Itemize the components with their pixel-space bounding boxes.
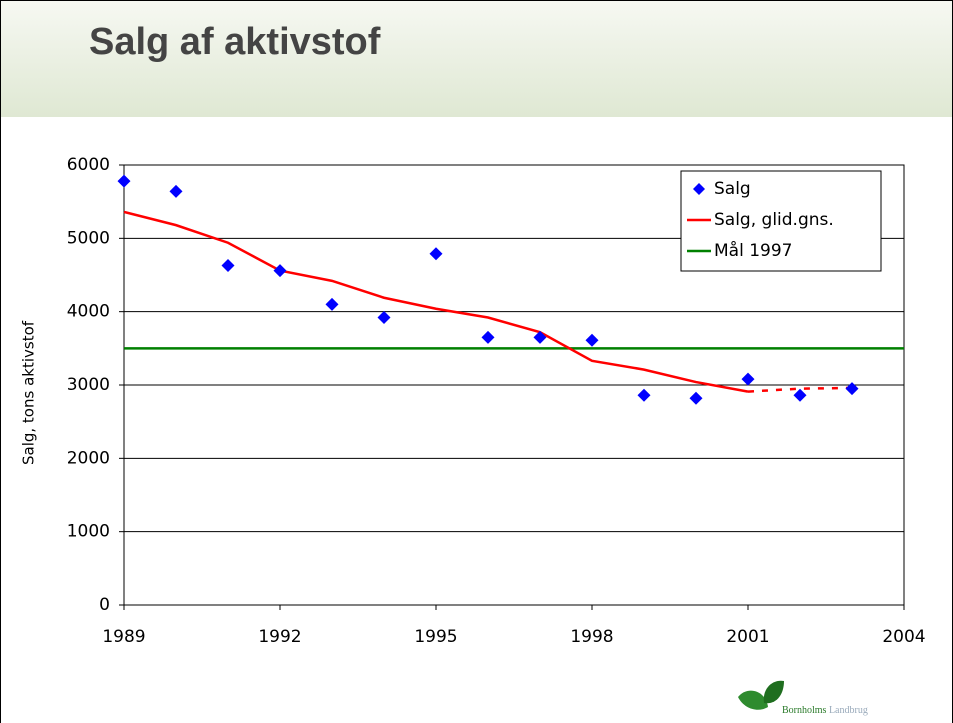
y-tick-label: 3000 (67, 375, 110, 395)
data-point (273, 264, 287, 278)
data-point (689, 391, 703, 405)
legend-label: Salg (714, 179, 751, 199)
y-tick-label: 1000 (67, 522, 110, 542)
data-point (117, 174, 131, 188)
legend-label: Mål 1997 (714, 240, 792, 261)
data-point (533, 330, 547, 344)
data-point (637, 388, 651, 402)
logo-text: Bornholms Landbrug (782, 705, 868, 716)
legend-box (680, 170, 882, 272)
x-tick-label: 1995 (414, 627, 457, 647)
data-point (845, 382, 859, 396)
y-tick-label: 6000 (67, 155, 110, 175)
x-tick-label: 2004 (882, 627, 925, 647)
logo-name: Bornholms (782, 705, 827, 716)
y-tick-label: 4000 (67, 302, 110, 322)
logo-icon (738, 680, 784, 710)
y-tick-label: 2000 (67, 448, 110, 468)
data-point (169, 184, 183, 198)
header (1, 1, 952, 117)
logo-suffix: Landbrug (828, 705, 868, 716)
data-point (481, 330, 495, 344)
moving-average-line (123, 210, 749, 393)
x-tick-label: 1992 (258, 627, 301, 647)
data-point (325, 297, 339, 311)
y-tick-label: 0 (99, 595, 110, 615)
data-point (377, 311, 391, 325)
data-point (585, 333, 599, 347)
data-point (741, 372, 755, 386)
y-tick-label: 5000 (67, 228, 110, 248)
data-point (221, 258, 235, 272)
x-tick-label: 1998 (570, 627, 613, 647)
y-axis-label: Salg, tons aktivstof (20, 320, 38, 465)
legend-label: Salg, glid.gns. (714, 210, 834, 230)
data-point (429, 247, 443, 261)
moving-average-dashed (747, 386, 853, 393)
legend-symbol (693, 183, 705, 195)
x-tick-label: 1989 (102, 627, 145, 647)
x-tick-label: 2001 (726, 627, 769, 647)
data-point (793, 388, 807, 402)
slide-title: Salg af aktivstof (89, 21, 381, 63)
